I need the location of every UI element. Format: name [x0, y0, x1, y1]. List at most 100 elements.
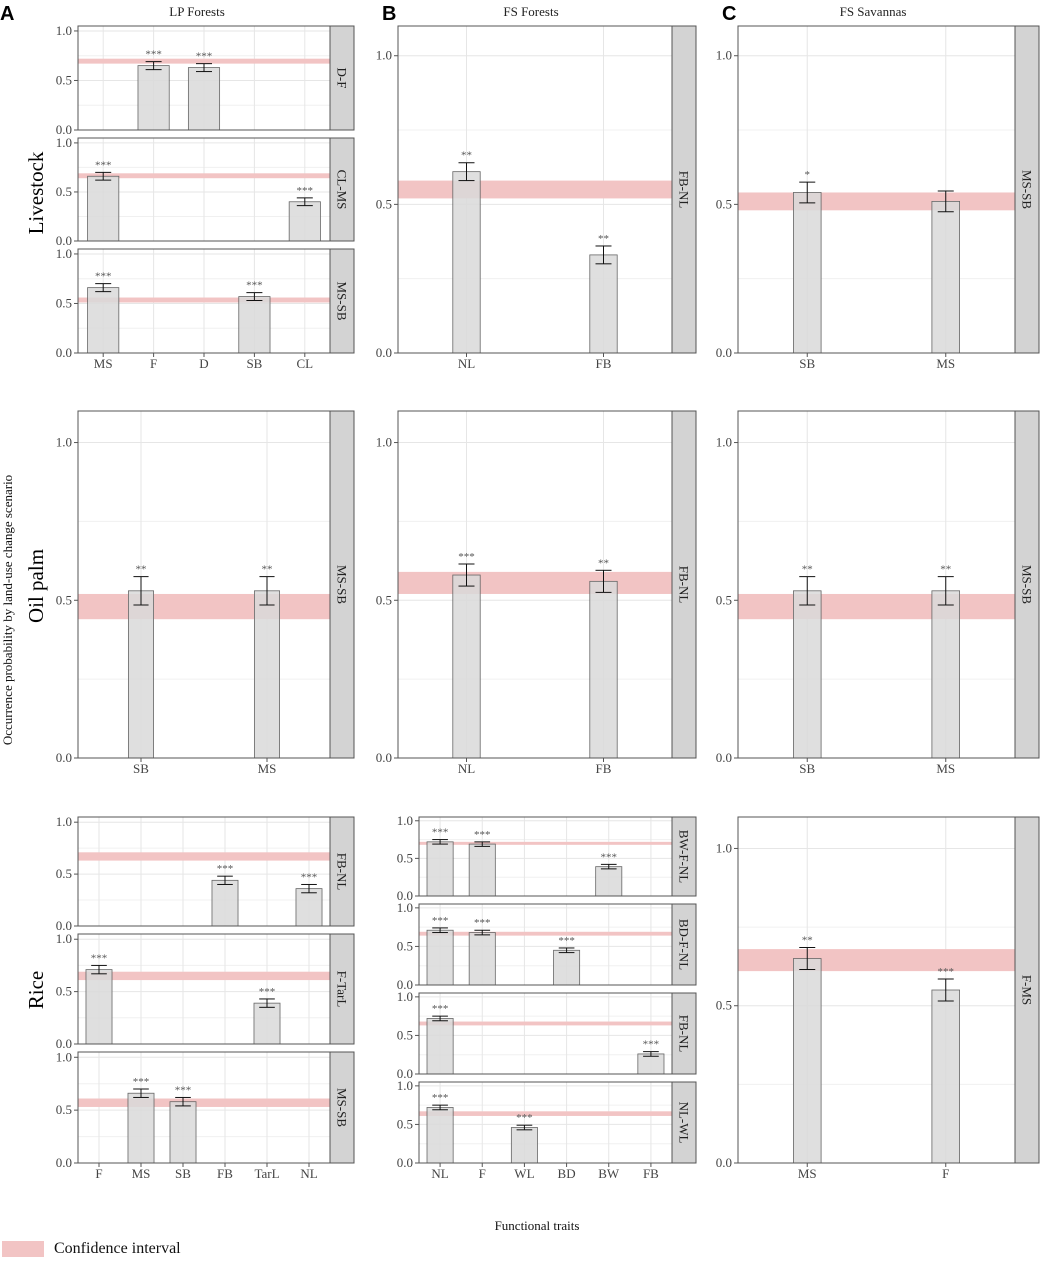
y-tick-label: 0.5 [397, 1027, 413, 1042]
y-tick-label: 0.5 [397, 938, 413, 953]
significance-label: * [805, 169, 811, 181]
significance-label: ** [802, 935, 813, 947]
y-tick-label: 0.5 [376, 592, 392, 607]
x-tick-label: MS [936, 761, 955, 776]
bar [468, 932, 496, 986]
y-tick-label: 0.5 [56, 592, 72, 607]
y-tick-label: 1.0 [376, 48, 392, 63]
bar [426, 841, 454, 897]
bar [589, 580, 618, 759]
facet-strip [1014, 25, 1040, 354]
bar [426, 1107, 454, 1164]
bar [253, 1002, 281, 1045]
bar [253, 590, 280, 759]
y-tick-label: 0.5 [56, 984, 72, 999]
significance-label: ** [598, 557, 609, 569]
y-tick-label: 1.0 [397, 1078, 413, 1093]
facet-strip [671, 816, 697, 897]
facet-strip-label: F-TarL [335, 971, 350, 1008]
significance-label: *** [301, 871, 318, 883]
facet-strip-label: F-MS [1020, 975, 1035, 1005]
facet: *** *** FB-NL 0.0 0.5 1.0 [56, 814, 355, 933]
significance-label: *** [432, 1092, 449, 1104]
chart-panel: ** ** MS-SB 0.0 0.5 1.0 SB MS [716, 410, 1040, 776]
row-label-rice: Rice [24, 971, 48, 1009]
significance-label: ** [461, 150, 472, 162]
confidence-interval-band [398, 571, 672, 594]
facet-strip [671, 992, 697, 1075]
bar [793, 590, 822, 759]
bar [137, 65, 170, 131]
x-tick-label: MS [132, 1166, 151, 1181]
y-tick-label: 1.0 [716, 48, 732, 63]
chart-panel: *** *** FB-NL 0.0 0.5 1.0 *** *** F-TarL 0.0 0.5 1.… [56, 814, 355, 1181]
facet-strip [1014, 410, 1040, 759]
bar [295, 888, 323, 927]
panel-border [737, 816, 1016, 1164]
facet-strip [671, 903, 697, 986]
bar [553, 949, 581, 986]
y-tick-label: 0.0 [716, 750, 732, 765]
significance-label: *** [95, 271, 112, 283]
y-tick-label: 1.0 [397, 989, 413, 1004]
chart-panel: *** *** *** BW-F-NL 0.0 0.5 1.0 *** *** *** BD-F-N… [397, 813, 697, 1181]
bar [169, 1101, 197, 1164]
y-tick-label: 0.5 [397, 1116, 413, 1131]
bar [793, 958, 822, 1164]
facet-strip [329, 137, 355, 242]
chart-panel: *** ***D-F0.00.51.0****** CL-MS0.00.51.0**… [56, 23, 355, 371]
panel-letter-c: C [722, 3, 736, 25]
facet-strip-label: NL-WL [677, 1102, 692, 1144]
x-tick-label: SB [133, 761, 149, 776]
y-tick-label: 0.5 [376, 196, 392, 211]
panel-border [77, 933, 331, 1045]
bar [87, 287, 120, 354]
facet: *** *** *** BD-F-NL 0.0 0.5 1.0 [397, 900, 697, 992]
confidence-interval-band [78, 971, 330, 981]
chart-panel: ** ** FB-NL 0.0 0.5 1.0 NL FB [376, 25, 697, 371]
bar [931, 989, 961, 1164]
y-tick-label: 0.5 [56, 184, 72, 199]
bar [637, 1053, 665, 1075]
significance-label: *** [432, 827, 449, 839]
bar [452, 171, 481, 354]
panel-border [418, 992, 673, 1075]
y-tick-label: 1.0 [56, 1049, 72, 1064]
confidence-interval-band [738, 593, 1015, 620]
x-tick-label: CL [296, 356, 313, 371]
significance-label: ** [262, 564, 273, 576]
significance-label: *** [196, 51, 213, 63]
confidence-interval-band [78, 852, 330, 861]
y-tick-label: 0.5 [56, 72, 72, 87]
x-tick-label: BW [598, 1166, 620, 1181]
y-tick-label: 1.0 [56, 814, 72, 829]
confidence-interval-band [78, 593, 330, 620]
facet: *** *** CL-MS 0.0 0.5 1.0 [56, 135, 355, 248]
significance-label: ** [598, 233, 609, 245]
significance-label: *** [474, 829, 491, 841]
bar [793, 192, 822, 354]
panel-border [77, 410, 331, 759]
bar [931, 200, 961, 354]
facet-strip-label: FB-NL [677, 566, 692, 604]
x-tick-label: SB [175, 1166, 191, 1181]
x-tick-label: SB [799, 356, 815, 371]
facet-strip-label: MS-SB [335, 1088, 350, 1127]
y-axis-label: Occurrence probability by land-use chang… [0, 475, 15, 745]
bar [211, 879, 239, 927]
x-tick-label: MS [258, 761, 277, 776]
x-tick-label: WL [514, 1166, 534, 1181]
y-tick-label: 0.0 [397, 977, 413, 992]
panel-border [737, 410, 1016, 759]
confidence-interval-band [78, 173, 330, 179]
y-tick-label: 0.0 [397, 1155, 413, 1170]
confidence-interval-band [738, 949, 1015, 972]
confidence-interval-band [419, 931, 672, 936]
panel-border [418, 903, 673, 986]
facet-strip [671, 1081, 697, 1164]
facet-strip-label: FB-NL [677, 1015, 692, 1053]
confidence-interval-band [78, 58, 330, 64]
significance-label: *** [643, 1039, 660, 1051]
chart-panel: ** ** MS-SB 0.0 0.5 1.0 SB MS [56, 410, 355, 776]
y-tick-label: 0.0 [716, 1155, 732, 1170]
